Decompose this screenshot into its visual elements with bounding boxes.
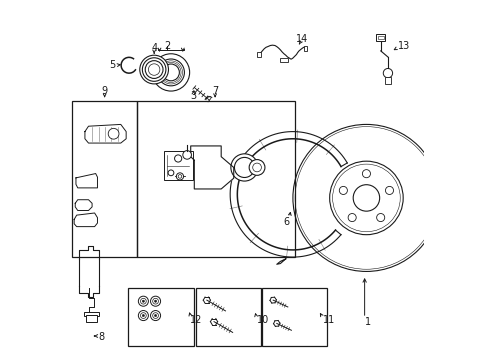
Circle shape	[152, 54, 189, 91]
Polygon shape	[74, 213, 97, 226]
Bar	[163, 151, 192, 180]
Circle shape	[339, 186, 346, 194]
Circle shape	[142, 315, 144, 317]
Bar	[377, 36, 384, 40]
Text: 11: 11	[323, 315, 335, 325]
Circle shape	[163, 64, 179, 81]
Circle shape	[230, 154, 258, 181]
Bar	[384, 77, 390, 84]
Text: 13: 13	[397, 41, 409, 50]
Text: 2: 2	[163, 41, 170, 50]
Circle shape	[383, 68, 392, 78]
Circle shape	[150, 311, 160, 320]
Bar	[86, 315, 97, 321]
Circle shape	[385, 186, 393, 194]
Circle shape	[168, 170, 174, 176]
Text: 3: 3	[190, 91, 196, 101]
Text: 8: 8	[98, 332, 104, 342]
Circle shape	[138, 296, 148, 306]
Circle shape	[145, 60, 163, 78]
Polygon shape	[190, 146, 233, 189]
Circle shape	[174, 155, 182, 162]
Bar	[72, 101, 137, 257]
Circle shape	[108, 129, 119, 139]
Circle shape	[152, 298, 158, 304]
Circle shape	[154, 315, 156, 317]
Circle shape	[329, 161, 403, 235]
Bar	[280, 58, 287, 62]
Polygon shape	[75, 200, 92, 211]
Circle shape	[234, 157, 254, 177]
Circle shape	[292, 125, 439, 271]
Bar	[84, 312, 99, 316]
Circle shape	[352, 185, 379, 211]
Text: 9: 9	[102, 86, 107, 96]
Circle shape	[148, 64, 160, 75]
Text: 10: 10	[257, 315, 269, 325]
Circle shape	[142, 58, 165, 81]
Bar	[257, 52, 260, 57]
Circle shape	[157, 59, 184, 86]
Circle shape	[152, 313, 158, 319]
Text: 6: 6	[283, 217, 289, 227]
Text: 4: 4	[151, 43, 157, 53]
Text: 5: 5	[108, 60, 115, 70]
Bar	[196, 288, 260, 346]
Circle shape	[178, 175, 182, 178]
Bar	[128, 288, 194, 346]
Circle shape	[150, 296, 160, 306]
Polygon shape	[85, 125, 126, 143]
Text: 14: 14	[295, 35, 307, 44]
Bar	[262, 288, 326, 346]
Bar	[137, 101, 294, 257]
Circle shape	[140, 313, 146, 319]
Circle shape	[138, 311, 148, 320]
Circle shape	[347, 213, 355, 222]
Circle shape	[176, 173, 183, 180]
Circle shape	[142, 300, 144, 302]
Circle shape	[362, 170, 370, 178]
Text: 1: 1	[365, 318, 370, 327]
Bar	[303, 46, 306, 51]
Bar	[376, 35, 385, 41]
Circle shape	[183, 150, 191, 159]
Circle shape	[249, 159, 264, 175]
Circle shape	[252, 163, 261, 172]
Polygon shape	[76, 174, 97, 188]
Text: 12: 12	[190, 315, 202, 325]
Circle shape	[140, 298, 146, 304]
Circle shape	[376, 213, 384, 222]
Circle shape	[154, 300, 156, 302]
Circle shape	[140, 55, 168, 84]
Text: 7: 7	[211, 86, 218, 96]
